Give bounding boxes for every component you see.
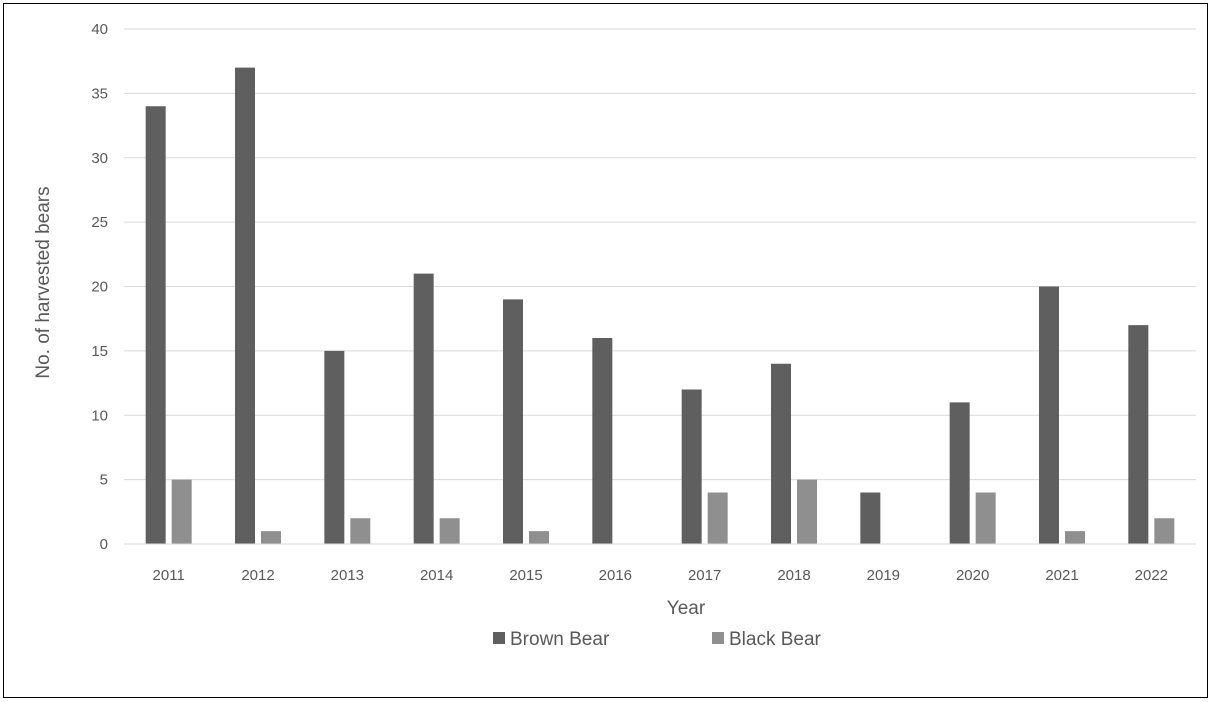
x-tick-label-2017: 2017 bbox=[688, 567, 721, 584]
x-tick-label-2020: 2020 bbox=[956, 567, 989, 584]
bar-brown-bear-2011 bbox=[145, 106, 166, 544]
bar-brown-bear-2014 bbox=[413, 273, 434, 544]
x-tick-label-2019: 2019 bbox=[867, 567, 900, 584]
x-tick-label-2013: 2013 bbox=[331, 567, 364, 584]
y-tick-label-30: 30 bbox=[91, 150, 108, 167]
x-tick-label-2018: 2018 bbox=[777, 567, 810, 584]
bar-brown-bear-2018 bbox=[771, 363, 791, 544]
legend-swatch-black-bear bbox=[712, 632, 724, 644]
legend: Brown Bear Black Bear bbox=[493, 629, 822, 650]
x-axis-title: Year bbox=[667, 598, 706, 619]
bar-black-bear-2012 bbox=[261, 531, 281, 544]
y-tick-label-40: 40 bbox=[91, 21, 108, 38]
y-tick-label-15: 15 bbox=[91, 343, 108, 360]
bar-brown-bear-2021 bbox=[1039, 286, 1059, 544]
y-axis-ticks: 0 5 10 15 20 25 30 35 40 bbox=[91, 21, 108, 553]
gridlines bbox=[124, 28, 1196, 481]
bars bbox=[145, 67, 1175, 544]
bar-black-bear-2011 bbox=[171, 479, 192, 544]
bar-brown-bear-2015 bbox=[503, 299, 523, 544]
bar-brown-bear-2013 bbox=[324, 350, 345, 544]
bar-brown-bear-2022 bbox=[1128, 325, 1149, 544]
bar-brown-bear-2019 bbox=[860, 492, 881, 544]
bar-black-bear-2014 bbox=[439, 518, 460, 544]
x-tick-label-2011: 2011 bbox=[153, 567, 185, 584]
bar-black-bear-2022 bbox=[1154, 518, 1175, 544]
bar-brown-bear-2016 bbox=[592, 338, 613, 544]
x-tick-label-2022: 2022 bbox=[1135, 567, 1168, 584]
x-tick-label-2012: 2012 bbox=[241, 567, 274, 584]
bar-brown-bear-2017 bbox=[681, 389, 702, 544]
legend-label-brown-bear: Brown Bear bbox=[510, 629, 610, 650]
x-axis-ticks: 2011 2012 2013 2014 2015 2016 2017 2018 2019 2020… bbox=[153, 567, 1168, 584]
bar-brown-bear-2012 bbox=[235, 67, 255, 544]
y-tick-label-20: 20 bbox=[91, 279, 108, 296]
bar-black-bear-2013 bbox=[350, 518, 371, 544]
y-tick-label-0: 0 bbox=[100, 536, 108, 553]
x-tick-label-2014: 2014 bbox=[420, 567, 453, 584]
legend-label-black-bear: Black Bear bbox=[729, 629, 822, 650]
y-tick-label-10: 10 bbox=[91, 407, 108, 424]
y-tick-label-5: 5 bbox=[100, 472, 108, 489]
y-tick-label-35: 35 bbox=[91, 85, 108, 102]
bar-black-bear-2018 bbox=[797, 479, 817, 544]
y-tick-label-25: 25 bbox=[91, 214, 108, 231]
x-tick-label-2015: 2015 bbox=[509, 567, 542, 584]
bar-brown-bear-2020 bbox=[949, 402, 970, 544]
x-tick-label-2016: 2016 bbox=[599, 567, 632, 584]
bar-black-bear-2020 bbox=[975, 492, 996, 544]
y-axis-title: No. of harvested bears bbox=[33, 186, 54, 378]
legend-swatch-brown-bear bbox=[493, 632, 505, 644]
x-tick-label-2021: 2021 bbox=[1045, 567, 1078, 584]
bar-black-bear-2015 bbox=[529, 531, 549, 544]
bar-black-bear-2017 bbox=[707, 492, 728, 544]
bar-black-bear-2021 bbox=[1065, 531, 1085, 544]
